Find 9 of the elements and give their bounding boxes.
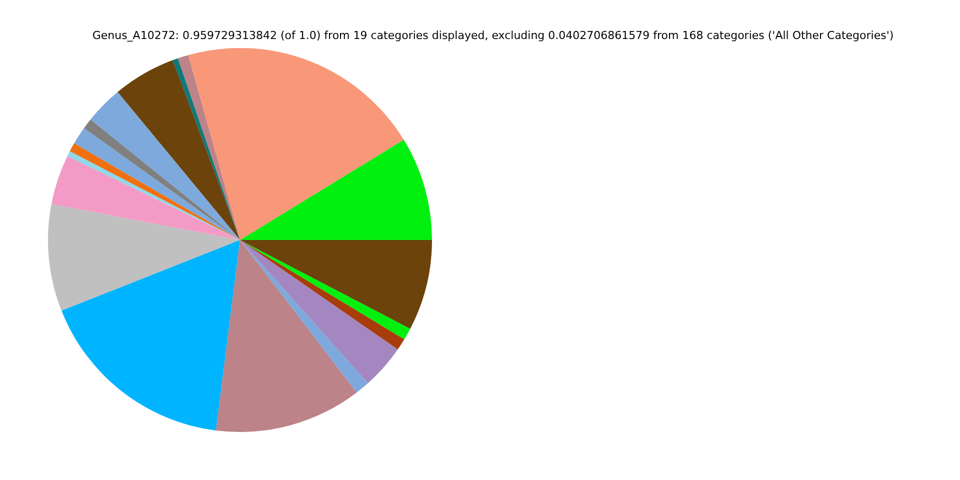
text: Genus_A10272: 0.959729313842 (of 1.0) from 19 categories displayed, excluding 0.0402706861579 from 168 categories ('All Other Categories') <box>92 29 894 42</box>
pie-slice <box>118 60 240 240</box>
pie-slice <box>188 48 404 240</box>
pie-slice <box>61 240 240 430</box>
pie-slice <box>240 240 398 384</box>
pie-slice <box>240 240 432 329</box>
pie-slice <box>240 240 368 392</box>
pie-slice <box>48 204 240 311</box>
pie-slice <box>216 240 357 432</box>
